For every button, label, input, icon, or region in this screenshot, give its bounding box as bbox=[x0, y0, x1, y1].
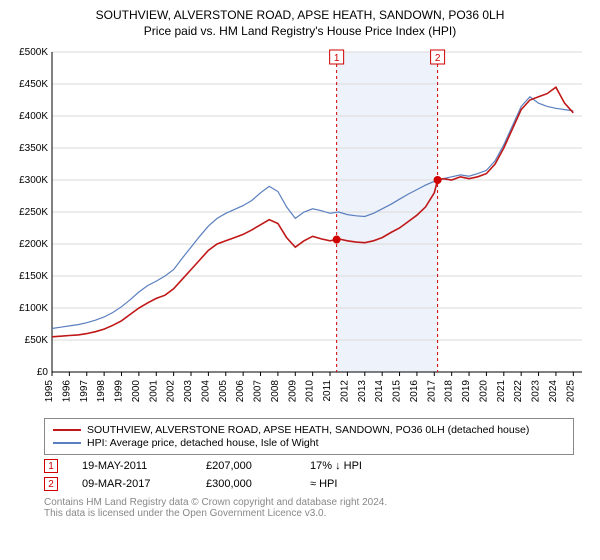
legend-item: SOUTHVIEW, ALVERSTONE ROAD, APSE HEATH, … bbox=[53, 424, 565, 436]
svg-text:2004: 2004 bbox=[200, 380, 211, 403]
svg-text:2019: 2019 bbox=[461, 380, 472, 403]
legend-item: HPI: Average price, detached house, Isle… bbox=[53, 437, 565, 449]
sale-marker: 2 bbox=[44, 477, 58, 491]
sales-table: 1 19-MAY-2011 £207,000 17% ↓ HPI 2 09-MA… bbox=[44, 459, 592, 491]
svg-text:2012: 2012 bbox=[339, 380, 350, 403]
svg-text:2015: 2015 bbox=[392, 380, 403, 403]
chart-title: SOUTHVIEW, ALVERSTONE ROAD, APSE HEATH, … bbox=[8, 8, 592, 38]
svg-text:1999: 1999 bbox=[114, 380, 125, 403]
svg-text:1: 1 bbox=[334, 53, 340, 64]
svg-text:2009: 2009 bbox=[287, 380, 298, 403]
svg-text:£250K: £250K bbox=[19, 207, 48, 218]
svg-text:2008: 2008 bbox=[270, 380, 281, 403]
svg-text:2: 2 bbox=[435, 53, 441, 64]
legend-swatch bbox=[53, 442, 81, 444]
svg-text:£400K: £400K bbox=[19, 111, 48, 122]
svg-text:£300K: £300K bbox=[19, 175, 48, 186]
sale-row: 2 09-MAR-2017 £300,000 ≈ HPI bbox=[44, 477, 592, 491]
svg-text:2017: 2017 bbox=[426, 380, 437, 403]
svg-text:1996: 1996 bbox=[61, 380, 72, 403]
svg-text:2025: 2025 bbox=[565, 380, 576, 403]
svg-text:2001: 2001 bbox=[148, 380, 159, 403]
svg-text:2013: 2013 bbox=[357, 380, 368, 403]
svg-text:2002: 2002 bbox=[166, 380, 177, 403]
footer: Contains HM Land Registry data © Crown c… bbox=[44, 497, 592, 519]
svg-text:2014: 2014 bbox=[374, 380, 385, 403]
legend-label: SOUTHVIEW, ALVERSTONE ROAD, APSE HEATH, … bbox=[87, 424, 529, 436]
footer-line: Contains HM Land Registry data © Crown c… bbox=[44, 497, 592, 508]
svg-text:1997: 1997 bbox=[79, 380, 90, 403]
legend: SOUTHVIEW, ALVERSTONE ROAD, APSE HEATH, … bbox=[44, 418, 574, 455]
svg-text:2003: 2003 bbox=[183, 380, 194, 403]
svg-text:2006: 2006 bbox=[235, 380, 246, 403]
svg-text:2020: 2020 bbox=[478, 380, 489, 403]
legend-label: HPI: Average price, detached house, Isle… bbox=[87, 437, 319, 449]
svg-text:£150K: £150K bbox=[19, 271, 48, 282]
svg-text:£500K: £500K bbox=[19, 47, 48, 58]
svg-text:2018: 2018 bbox=[444, 380, 455, 403]
svg-text:2022: 2022 bbox=[513, 380, 524, 403]
svg-text:2007: 2007 bbox=[253, 380, 264, 403]
sale-compare: 17% ↓ HPI bbox=[310, 460, 400, 472]
svg-text:2023: 2023 bbox=[531, 380, 542, 403]
svg-text:£450K: £450K bbox=[19, 79, 48, 90]
sale-price: £207,000 bbox=[206, 460, 286, 472]
svg-text:2024: 2024 bbox=[548, 380, 559, 403]
svg-text:1995: 1995 bbox=[44, 380, 55, 403]
svg-text:£200K: £200K bbox=[19, 239, 48, 250]
svg-text:£50K: £50K bbox=[25, 335, 49, 346]
sale-date: 19-MAY-2011 bbox=[82, 460, 182, 472]
legend-swatch bbox=[53, 429, 81, 431]
svg-text:£0: £0 bbox=[37, 367, 49, 378]
svg-text:2005: 2005 bbox=[218, 380, 229, 403]
sale-marker: 1 bbox=[44, 459, 58, 473]
svg-text:2010: 2010 bbox=[305, 380, 316, 403]
svg-text:£350K: £350K bbox=[19, 143, 48, 154]
svg-text:2000: 2000 bbox=[131, 380, 142, 403]
footer-line: This data is licensed under the Open Gov… bbox=[44, 508, 592, 519]
sale-date: 09-MAR-2017 bbox=[82, 478, 182, 490]
sale-compare: ≈ HPI bbox=[310, 478, 400, 490]
svg-text:2016: 2016 bbox=[409, 380, 420, 403]
title-line1: SOUTHVIEW, ALVERSTONE ROAD, APSE HEATH, … bbox=[8, 8, 592, 22]
chart-svg: £0 £50K £100K £150K £200K £250K £300K £350K £400… bbox=[8, 42, 592, 412]
svg-text:1998: 1998 bbox=[96, 380, 107, 403]
sale-row: 1 19-MAY-2011 £207,000 17% ↓ HPI bbox=[44, 459, 592, 473]
title-line2: Price paid vs. HM Land Registry's House … bbox=[8, 24, 592, 38]
svg-text:£100K: £100K bbox=[19, 303, 48, 314]
sale-price: £300,000 bbox=[206, 478, 286, 490]
svg-text:2021: 2021 bbox=[496, 380, 507, 403]
svg-text:2011: 2011 bbox=[322, 380, 333, 402]
line-chart: £0 £50K £100K £150K £200K £250K £300K £350K £400… bbox=[8, 42, 592, 412]
